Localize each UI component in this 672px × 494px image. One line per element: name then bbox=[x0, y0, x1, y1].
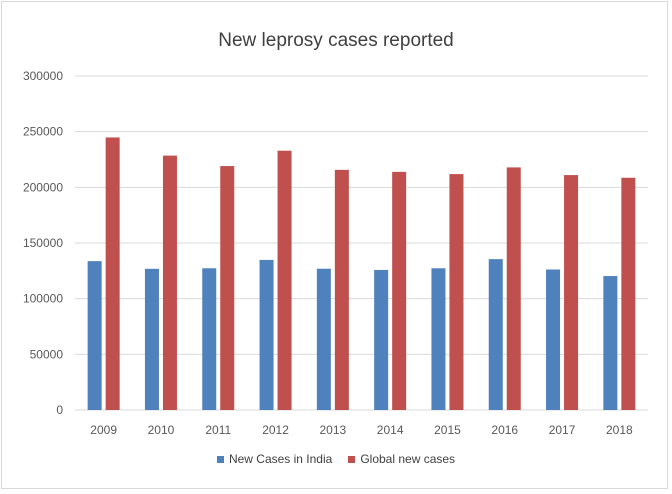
x-tick-label: 2012 bbox=[262, 423, 289, 437]
bar-global bbox=[162, 155, 177, 410]
bar-india bbox=[316, 268, 331, 410]
legend-label-global: Global new cases bbox=[360, 452, 456, 466]
bar-india bbox=[374, 269, 389, 410]
y-tick-label: 300000 bbox=[23, 69, 63, 83]
chart-legend: New Cases in India Global new cases bbox=[0, 452, 672, 466]
legend-swatch-global bbox=[348, 455, 356, 463]
y-tick-label: 150000 bbox=[23, 236, 63, 250]
x-tick-label: 2010 bbox=[148, 423, 175, 437]
bar-india bbox=[259, 259, 274, 410]
y-tick-label: 100000 bbox=[23, 292, 63, 306]
bar-india bbox=[87, 261, 102, 410]
x-tick-label: 2017 bbox=[549, 423, 576, 437]
x-tick-label: 2016 bbox=[491, 423, 518, 437]
legend-item-global: Global new cases bbox=[348, 452, 455, 466]
legend-label-india: New Cases in India bbox=[228, 452, 333, 466]
bar-india bbox=[603, 276, 618, 410]
bar-global bbox=[621, 177, 636, 410]
bar-india bbox=[546, 269, 561, 410]
bar-global bbox=[564, 175, 579, 410]
bar-india bbox=[144, 268, 159, 410]
y-tick-label: 200000 bbox=[23, 180, 63, 194]
bar-global bbox=[220, 166, 235, 410]
bar-india bbox=[488, 259, 503, 410]
x-tick-label: 2015 bbox=[434, 423, 461, 437]
chart-title: New leprosy cases reported bbox=[218, 30, 454, 51]
bar-global bbox=[449, 174, 464, 410]
bar-global bbox=[506, 167, 521, 410]
bar-global bbox=[105, 137, 120, 410]
legend-item-india: New Cases in India bbox=[216, 452, 333, 466]
x-tick-label: 2011 bbox=[205, 423, 231, 437]
bar-global bbox=[392, 171, 407, 410]
x-tick-label: 2013 bbox=[319, 423, 346, 437]
bar-global bbox=[277, 150, 292, 411]
y-tick-label: 250000 bbox=[23, 125, 63, 139]
bar-india bbox=[202, 268, 217, 410]
y-tick-label: 50000 bbox=[30, 347, 64, 361]
legend-swatch-india bbox=[216, 455, 224, 463]
bar-india bbox=[431, 268, 446, 410]
bar-global bbox=[334, 169, 349, 410]
x-tick-label: 2014 bbox=[377, 423, 404, 437]
x-tick-label: 2009 bbox=[90, 423, 117, 437]
y-tick-label: 0 bbox=[56, 403, 63, 417]
x-tick-label: 2018 bbox=[606, 423, 633, 437]
